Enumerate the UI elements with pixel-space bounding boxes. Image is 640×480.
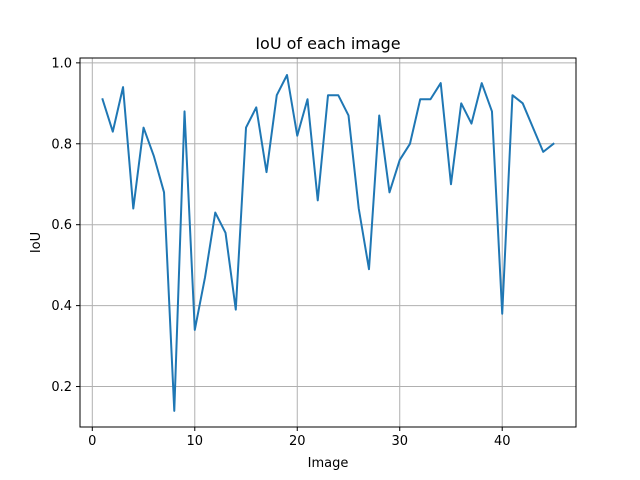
data-point — [102, 98, 104, 100]
data-point — [266, 171, 268, 173]
x-tick-label: 0 — [88, 434, 96, 449]
x-tick-label: 10 — [187, 434, 204, 449]
x-axis-label: Image — [308, 456, 349, 471]
data-point — [204, 276, 206, 278]
data-point — [532, 127, 534, 129]
data-point — [429, 98, 431, 100]
data-point — [337, 94, 339, 96]
data-point — [511, 94, 513, 96]
data-point — [235, 309, 237, 311]
data-point — [481, 82, 483, 84]
data-point — [143, 127, 145, 129]
x-tick-label: 40 — [494, 434, 511, 449]
data-point — [522, 102, 524, 104]
data-point — [122, 86, 124, 88]
data-point — [348, 114, 350, 116]
data-point — [327, 94, 329, 96]
data-point — [194, 329, 196, 331]
data-point — [173, 410, 175, 412]
axis-ticks: 0 10 20 30 40 0.2 0.4 0.6 0.8 1.0 — [51, 56, 510, 449]
data-point — [255, 106, 257, 108]
data-point — [163, 191, 165, 193]
y-tick-label: 0.2 — [51, 380, 72, 395]
iou-series-line — [101, 73, 555, 412]
data-point — [470, 123, 472, 125]
y-tick-label: 0.8 — [51, 137, 72, 152]
data-point — [296, 135, 298, 137]
data-point — [153, 155, 155, 157]
data-point — [378, 114, 380, 116]
y-axis-label: IoU — [29, 232, 44, 253]
y-tick-label: 0.4 — [51, 299, 72, 314]
data-point — [214, 212, 216, 214]
data-point — [112, 131, 114, 133]
data-point — [460, 102, 462, 104]
data-point — [491, 110, 493, 112]
data-point — [450, 183, 452, 185]
data-point — [286, 74, 288, 76]
data-point — [184, 110, 186, 112]
x-tick-label: 30 — [391, 434, 408, 449]
data-point — [419, 98, 421, 100]
data-point — [245, 127, 247, 129]
series-layer — [101, 73, 555, 412]
y-tick-label: 1.0 — [51, 56, 72, 71]
chart-title: IoU of each image — [255, 34, 400, 53]
data-point — [388, 191, 390, 193]
data-point — [409, 143, 411, 145]
data-point — [358, 208, 360, 210]
data-point — [276, 94, 278, 96]
data-point — [132, 208, 134, 210]
data-point — [552, 143, 554, 145]
y-tick-label: 0.6 — [51, 218, 72, 233]
data-point — [440, 82, 442, 84]
data-point — [368, 268, 370, 270]
data-point — [501, 313, 503, 315]
x-tick-label: 20 — [289, 434, 306, 449]
data-point — [542, 151, 544, 153]
data-point — [307, 98, 309, 100]
data-point — [317, 199, 319, 201]
data-point — [225, 232, 227, 234]
plot-area-frame — [79, 57, 577, 428]
data-point — [399, 159, 401, 161]
